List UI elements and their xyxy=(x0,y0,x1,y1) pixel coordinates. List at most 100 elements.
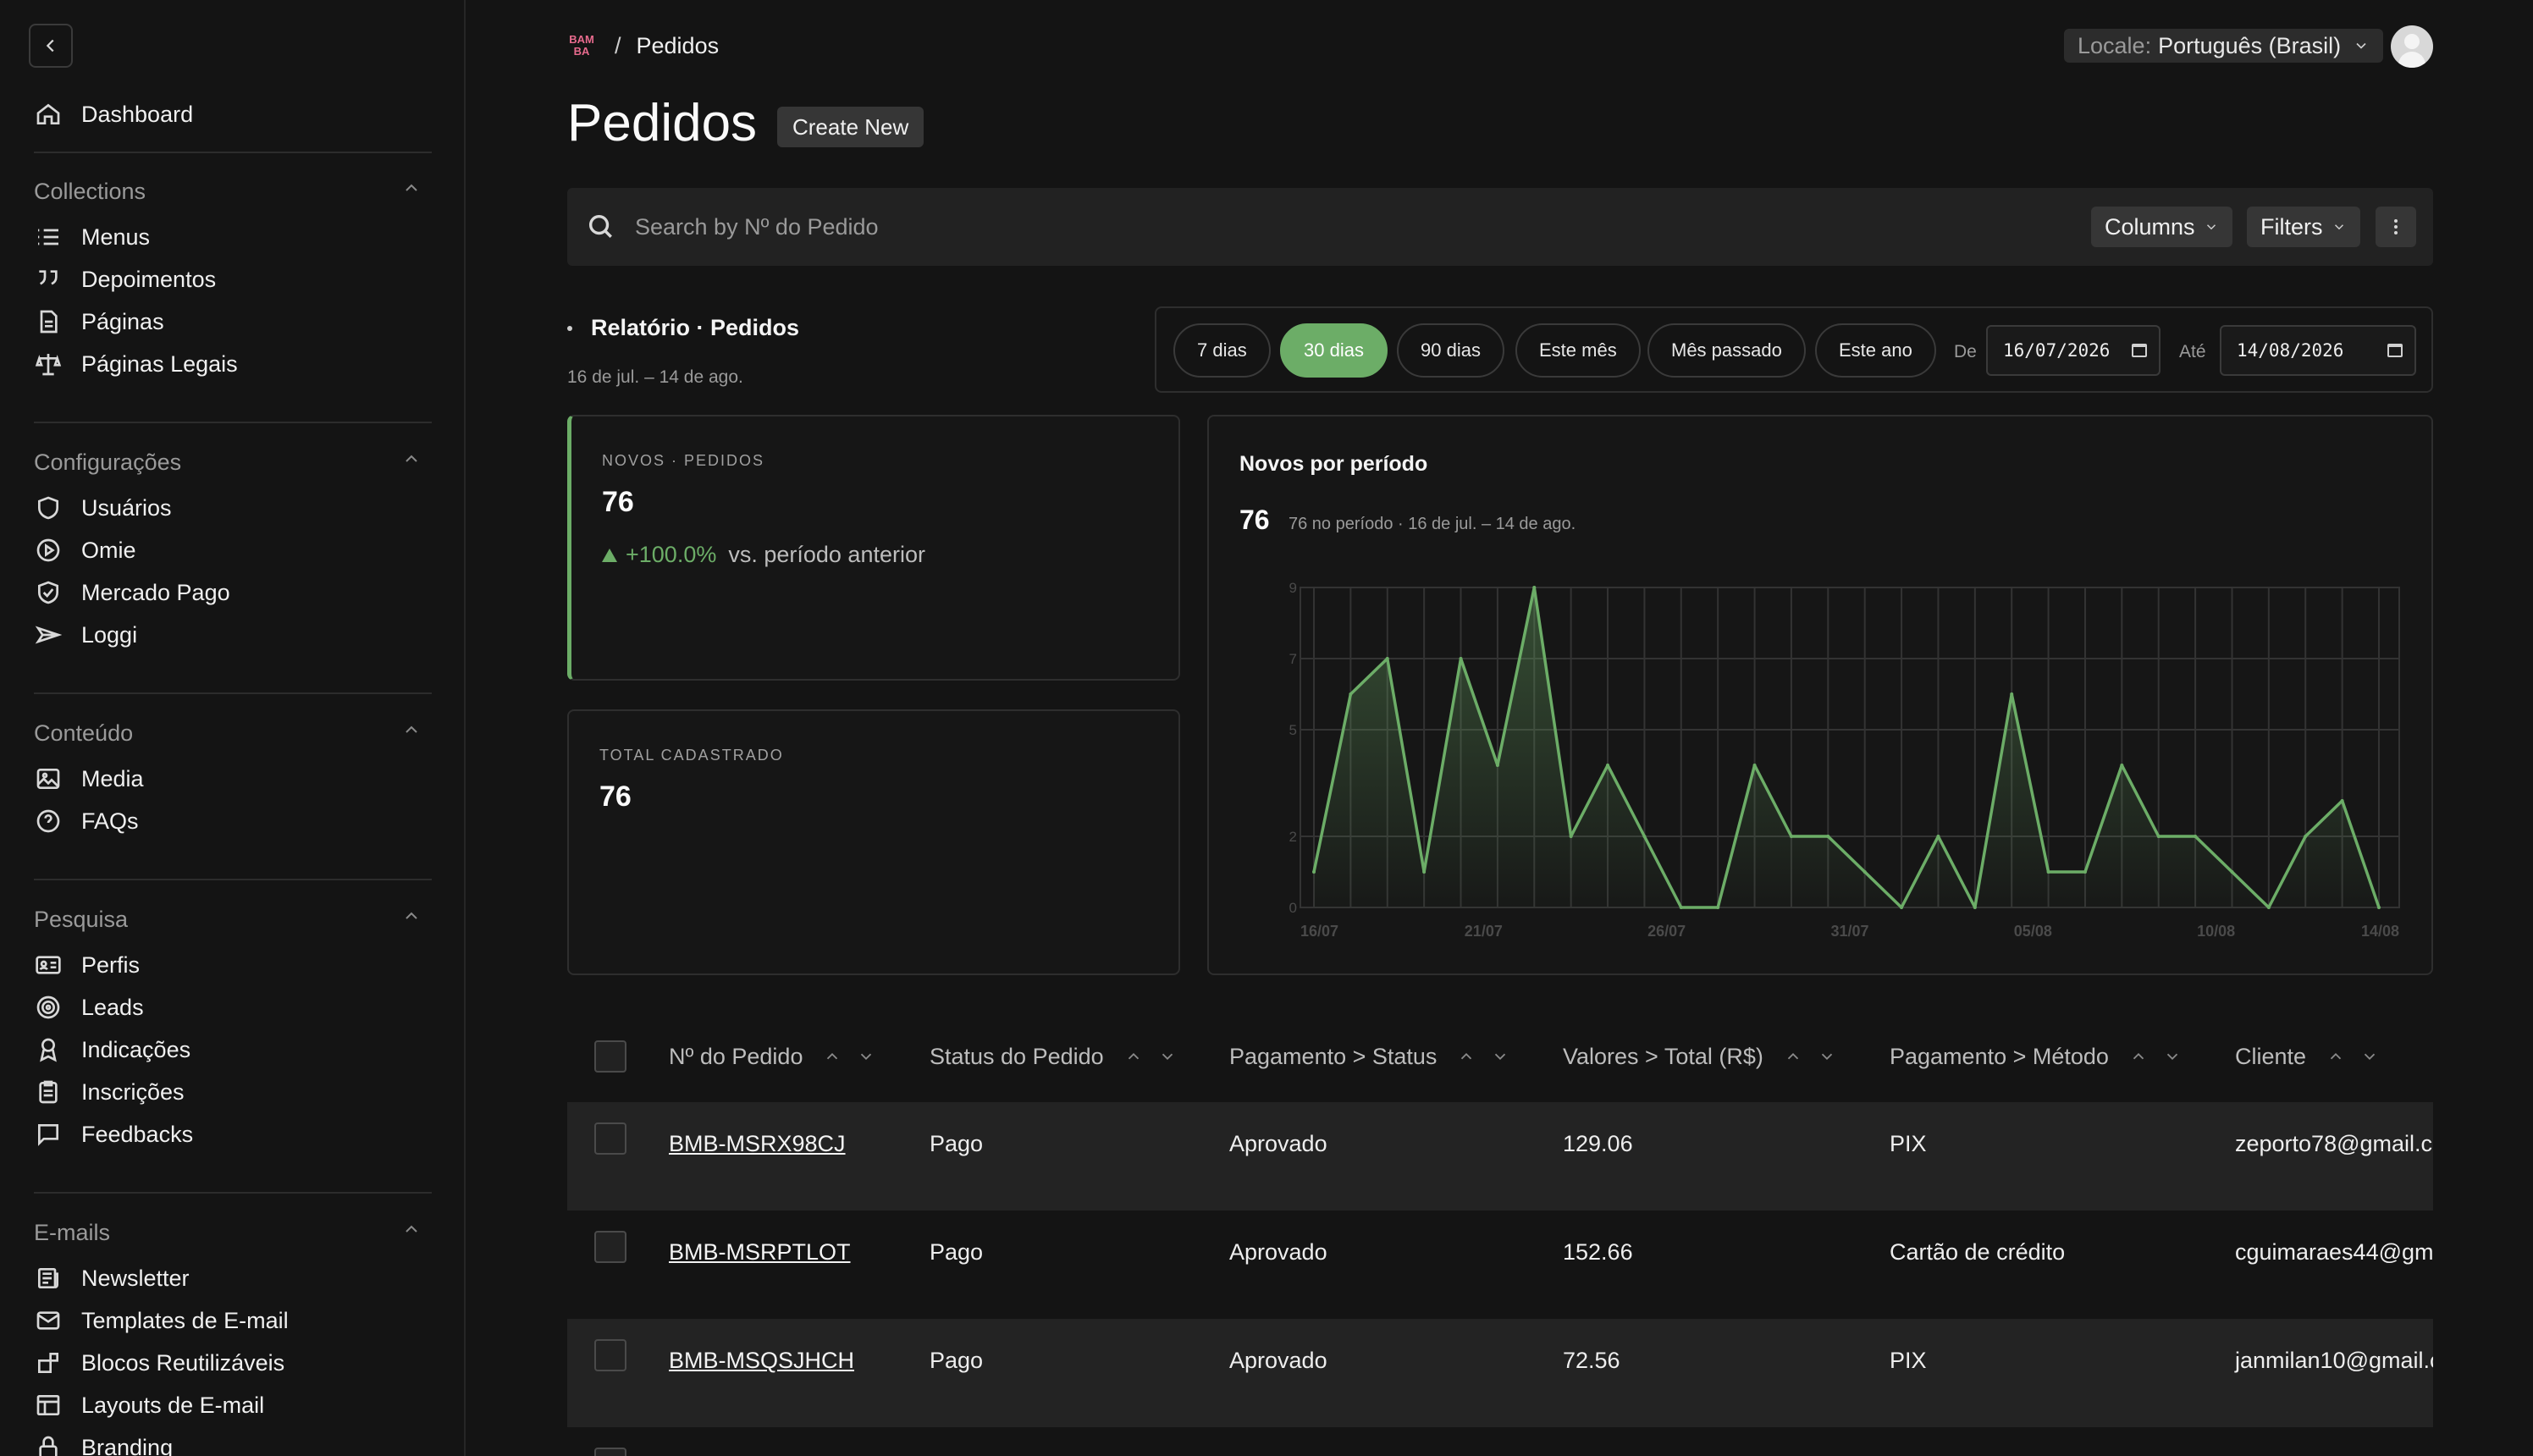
sort-controls[interactable] xyxy=(1457,1047,1525,1066)
sidebar-item-branding[interactable]: Branding xyxy=(34,1426,173,1456)
sidebar-item-templates[interactable]: Templates de E-mail xyxy=(34,1299,289,1342)
group-title-collections[interactable]: Collections xyxy=(34,179,146,204)
brand-logo[interactable]: BAM BA xyxy=(567,30,596,61)
sidebar-item-perfis[interactable]: Perfis xyxy=(34,944,140,986)
sidebar-item-label: Media xyxy=(81,765,144,791)
column-header-cliente[interactable]: Cliente xyxy=(2235,1023,2394,1090)
sort-controls[interactable] xyxy=(2326,1047,2394,1066)
table-row[interactable] xyxy=(567,1427,2433,1456)
group-title-configuracoes[interactable]: Configurações xyxy=(34,449,182,475)
sidebar-item-paginas[interactable]: Páginas xyxy=(34,301,164,343)
chevron-up-icon[interactable] xyxy=(401,178,425,201)
sidebar-item-menus[interactable]: Menus xyxy=(34,216,150,258)
chart-data-point xyxy=(2377,906,2381,909)
sort-desc-icon[interactable] xyxy=(2360,1047,2379,1066)
sort-asc-icon[interactable] xyxy=(2326,1047,2345,1066)
sidebar-item-label: Templates de E-mail xyxy=(81,1307,289,1333)
image-icon xyxy=(34,764,63,793)
select-all-checkbox[interactable] xyxy=(594,1040,626,1073)
range-30-dias[interactable]: 30 dias xyxy=(1280,323,1388,378)
calendar-icon[interactable] xyxy=(2387,344,2403,357)
sidebar-item-leads[interactable]: Leads xyxy=(34,986,144,1029)
column-header-pagamento-status[interactable]: Pagamento > Status xyxy=(1229,1023,1525,1090)
breadcrumb-current[interactable]: Pedidos xyxy=(636,32,720,58)
range-7-dias[interactable]: 7 dias xyxy=(1173,323,1271,378)
to-date-input[interactable]: 14/08/2026 xyxy=(2220,325,2416,376)
sidebar-item-paginas-legais[interactable]: Páginas Legais xyxy=(34,343,238,385)
filters-button[interactable]: Filters xyxy=(2247,207,2360,247)
sort-asc-icon[interactable] xyxy=(2129,1047,2148,1066)
row-checkbox[interactable] xyxy=(594,1339,626,1371)
sort-asc-icon[interactable] xyxy=(1784,1047,1802,1066)
column-header-metodo[interactable]: Pagamento > Método xyxy=(1890,1023,2197,1090)
sidebar-item-dashboard[interactable]: Dashboard xyxy=(34,93,193,135)
chevron-up-icon[interactable] xyxy=(401,449,425,472)
chart-data-point xyxy=(1495,764,1499,767)
sort-controls[interactable] xyxy=(2129,1047,2197,1066)
sidebar-item-indicacoes[interactable]: Indicações xyxy=(34,1029,190,1071)
order-link[interactable]: BMB-MSQSJHCH xyxy=(669,1348,855,1373)
sidebar-item-blocos[interactable]: Blocos Reutilizáveis xyxy=(34,1342,284,1384)
sort-asc-icon[interactable] xyxy=(823,1047,842,1066)
group-title-pesquisa[interactable]: Pesquisa xyxy=(34,907,129,932)
range-90-dias[interactable]: 90 dias xyxy=(1397,323,1504,378)
sidebar-item-layouts[interactable]: Layouts de E-mail xyxy=(34,1384,264,1426)
chevron-down-icon xyxy=(2334,224,2343,230)
range-mes-passado[interactable]: Mês passado xyxy=(1647,323,1806,378)
chevron-up-icon[interactable] xyxy=(401,720,425,743)
avatar[interactable] xyxy=(2391,25,2433,68)
kpi-label: NOVOS · PEDIDOS xyxy=(602,452,765,469)
more-options-button[interactable] xyxy=(2376,207,2416,247)
sort-controls[interactable] xyxy=(1124,1047,1192,1066)
sort-desc-icon[interactable] xyxy=(1158,1047,1177,1066)
row-checkbox[interactable] xyxy=(594,1122,626,1155)
sidebar-item-loggi[interactable]: Loggi xyxy=(34,614,137,656)
group-title-conteudo[interactable]: Conteúdo xyxy=(34,720,134,746)
sidebar-item-inscricoes[interactable]: Inscrições xyxy=(34,1071,185,1113)
row-checkbox[interactable] xyxy=(594,1448,626,1456)
group-title-emails[interactable]: E-mails xyxy=(34,1220,111,1245)
table-row[interactable]: BMB-MSRX98CJ Pago Aprovado 129.06 PIX ze… xyxy=(567,1102,2433,1211)
sort-desc-icon[interactable] xyxy=(1818,1047,1836,1066)
sort-desc-icon[interactable] xyxy=(1491,1047,1509,1066)
sidebar-item-newsletter[interactable]: Newsletter xyxy=(34,1257,190,1299)
sidebar-item-usuarios[interactable]: Usuários xyxy=(34,487,172,529)
order-link[interactable]: BMB-MSRX98CJ xyxy=(669,1131,846,1156)
range-este-mes[interactable]: Este mês xyxy=(1515,323,1641,378)
sidebar-item-label: Loggi xyxy=(81,621,138,648)
row-checkbox[interactable] xyxy=(594,1231,626,1263)
chevron-up-icon[interactable] xyxy=(401,906,425,929)
sort-desc-icon[interactable] xyxy=(857,1047,875,1066)
columns-button[interactable]: Columns xyxy=(2091,207,2232,247)
column-header-total[interactable]: Valores > Total (R$) xyxy=(1563,1023,1851,1090)
search-input[interactable] xyxy=(635,205,1482,249)
table-row[interactable]: BMB-MSQSJHCH Pago Aprovado 72.56 PIX jan… xyxy=(567,1319,2433,1427)
collapse-sidebar-button[interactable] xyxy=(29,24,73,68)
column-header-pedido[interactable]: Nº do Pedido xyxy=(669,1023,891,1090)
calendar-icon[interactable] xyxy=(2132,344,2147,357)
range-este-ano[interactable]: Este ano xyxy=(1815,323,1936,378)
column-header-status[interactable]: Status do Pedido xyxy=(930,1023,1192,1090)
sort-controls[interactable] xyxy=(1784,1047,1851,1066)
sidebar-item-media[interactable]: Media xyxy=(34,758,144,800)
sidebar-item-label: Branding xyxy=(81,1434,174,1456)
sidebar-item-omie[interactable]: Omie xyxy=(34,529,136,571)
sidebar-item-mercado-pago[interactable]: Mercado Pago xyxy=(34,571,230,614)
kpi-label: TOTAL CADASTRADO xyxy=(599,747,784,764)
order-link[interactable]: BMB-MSRPTLOT xyxy=(669,1239,851,1265)
page-title: Pedidos xyxy=(567,94,758,152)
sort-controls[interactable] xyxy=(823,1047,891,1066)
create-new-button[interactable]: Create New xyxy=(777,107,924,147)
sort-desc-icon[interactable] xyxy=(2163,1047,2182,1066)
report-title[interactable]: Relatório · Pedidos xyxy=(567,315,799,341)
sort-asc-icon[interactable] xyxy=(1457,1047,1476,1066)
locale-select[interactable]: Locale: Português (Brasil) xyxy=(2064,29,2384,63)
table-row[interactable]: BMB-MSRPTLOT Pago Aprovado 152.66 Cartão… xyxy=(567,1211,2433,1319)
sidebar-item-faqs[interactable]: FAQs xyxy=(34,800,139,842)
sidebar-item-depoimentos[interactable]: Depoimentos xyxy=(34,258,216,301)
chevron-up-icon[interactable] xyxy=(401,1219,425,1243)
order-status: Pago xyxy=(930,1131,984,1156)
sort-asc-icon[interactable] xyxy=(1124,1047,1143,1066)
from-date-input[interactable]: 16/07/2026 xyxy=(1986,325,2160,376)
sidebar-item-feedbacks[interactable]: Feedbacks xyxy=(34,1113,193,1155)
